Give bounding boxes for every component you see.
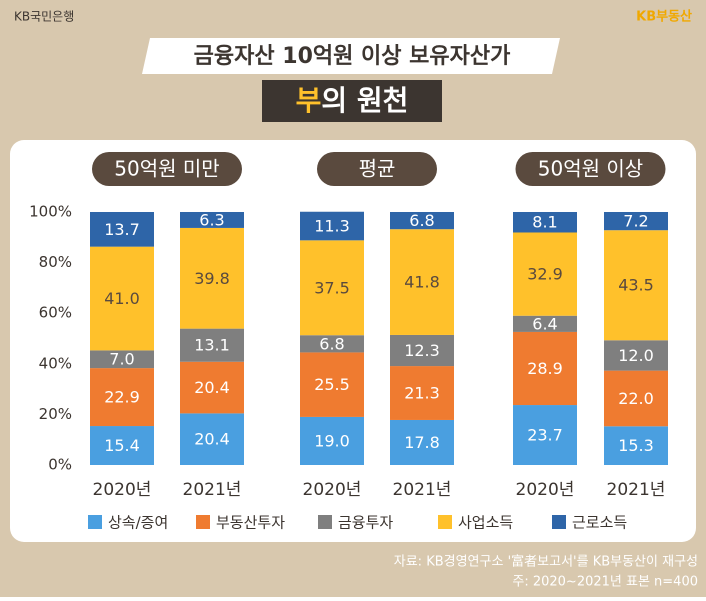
legend-label: 금융투자: [338, 514, 393, 532]
note: 주: 2020~2021년 표본 n=400: [512, 575, 698, 590]
value-label: 7.0: [109, 350, 134, 369]
legend-swatch: [438, 515, 452, 529]
bar-segment: [390, 229, 454, 335]
x-tick-label: 2020년: [516, 480, 575, 500]
value-label: 6.8: [319, 334, 344, 353]
x-tick-label: 2020년: [303, 480, 362, 500]
value-label: 17.8: [404, 433, 440, 452]
group-label: 50억원 이상: [538, 157, 643, 181]
y-tick-label: 0%: [48, 456, 72, 474]
value-label: 15.4: [104, 436, 140, 455]
value-label: 13.1: [194, 336, 230, 355]
legend-swatch: [196, 515, 210, 529]
value-label: 13.7: [104, 220, 140, 239]
x-tick-label: 2020년: [93, 480, 152, 500]
bar-segment: [390, 334, 454, 367]
value-label: 19.0: [314, 431, 350, 450]
bar-segment: [604, 340, 668, 371]
bar-segment: [604, 370, 668, 427]
group-label: 50억원 미만: [114, 157, 219, 181]
legend-label: 근로소득: [572, 514, 627, 532]
value-label: 8.1: [532, 213, 557, 232]
bar-segment: [300, 416, 364, 465]
value-label: 20.4: [194, 430, 230, 449]
x-tick-label: 2021년: [393, 480, 452, 500]
bar-segment: [300, 211, 364, 241]
legend-label: 사업소득: [458, 514, 513, 532]
y-tick-label: 60%: [39, 304, 72, 322]
subtitle: 부의 원천: [296, 84, 409, 117]
source: 자료: KB경영연구소 '富者보고서'를 KB부동산이 재구성: [394, 554, 698, 570]
bar-segment: [90, 246, 154, 351]
bar-segment: [180, 413, 244, 465]
value-label: 28.9: [527, 359, 563, 378]
bar-segment: [604, 426, 668, 465]
value-label: 12.3: [404, 341, 440, 360]
title-banner: [142, 38, 560, 74]
bar-segment: [513, 315, 577, 332]
chart-title: 금융자산 10억원 이상 보유자산가: [194, 44, 511, 69]
legend-swatch: [318, 515, 332, 529]
legend-label: 부동산투자: [216, 514, 285, 532]
bar-segment: [90, 350, 154, 369]
bar-segment: [300, 352, 364, 417]
y-tick-label: 20%: [39, 405, 72, 423]
bar-segment: [180, 227, 244, 329]
value-label: 43.5: [618, 276, 654, 295]
value-label: 22.9: [104, 388, 140, 407]
bar-segment: [390, 419, 454, 465]
y-tick-label: 80%: [39, 253, 72, 271]
brand-right: KB부동산: [636, 9, 692, 25]
bar-segment: [90, 212, 154, 247]
bar-segment: [513, 232, 577, 316]
subtitle-rest: 의 원천: [321, 84, 408, 117]
value-label: 6.3: [199, 210, 224, 229]
bar-segment: [390, 212, 454, 230]
value-label: 15.3: [618, 436, 654, 455]
value-label: 39.8: [194, 269, 230, 288]
bar-segment: [513, 212, 577, 233]
legend-swatch: [88, 515, 102, 529]
legend-label: 상속/증여: [108, 514, 168, 532]
value-label: 23.7: [527, 426, 563, 445]
bar-segment: [180, 361, 244, 414]
x-tick-label: 2021년: [607, 480, 666, 500]
value-label: 11.3: [314, 217, 350, 236]
subtitle-box: [262, 80, 442, 122]
bar-segment: [180, 328, 244, 362]
value-label: 37.5: [314, 278, 350, 297]
value-label: 32.9: [527, 265, 563, 284]
bar-segment: [390, 366, 454, 420]
group-pill: [515, 152, 666, 186]
value-label: 41.8: [404, 273, 440, 292]
value-label: 12.0: [618, 346, 654, 365]
bar-segment: [300, 335, 364, 353]
bar-segment: [513, 405, 577, 465]
value-label: 20.4: [194, 378, 230, 397]
value-label: 41.0: [104, 289, 140, 308]
bar-segment: [604, 230, 668, 341]
brand: KB국민은행: [14, 9, 74, 24]
bar-segment: [604, 212, 668, 231]
group-pill: [317, 152, 437, 186]
value-label: 22.0: [618, 389, 654, 408]
x-tick-label: 2021년: [183, 480, 242, 500]
bar-segment: [90, 426, 154, 465]
value-label: 6.8: [409, 211, 434, 230]
y-tick-label: 100%: [29, 203, 72, 221]
group-label: 평균: [359, 157, 396, 181]
legend-swatch: [552, 515, 566, 529]
value-label: 25.5: [314, 375, 350, 394]
bar-segment: [513, 331, 577, 406]
value-label: 6.4: [532, 314, 557, 333]
y-tick-label: 40%: [39, 354, 72, 372]
bar-segment: [180, 212, 244, 228]
bar-segment: [90, 368, 154, 427]
subtitle-highlight: 부: [296, 84, 322, 117]
bar-segment: [300, 240, 364, 336]
value-label: 7.2: [623, 212, 648, 231]
group-pill: [92, 152, 242, 186]
value-label: 21.3: [404, 384, 440, 403]
